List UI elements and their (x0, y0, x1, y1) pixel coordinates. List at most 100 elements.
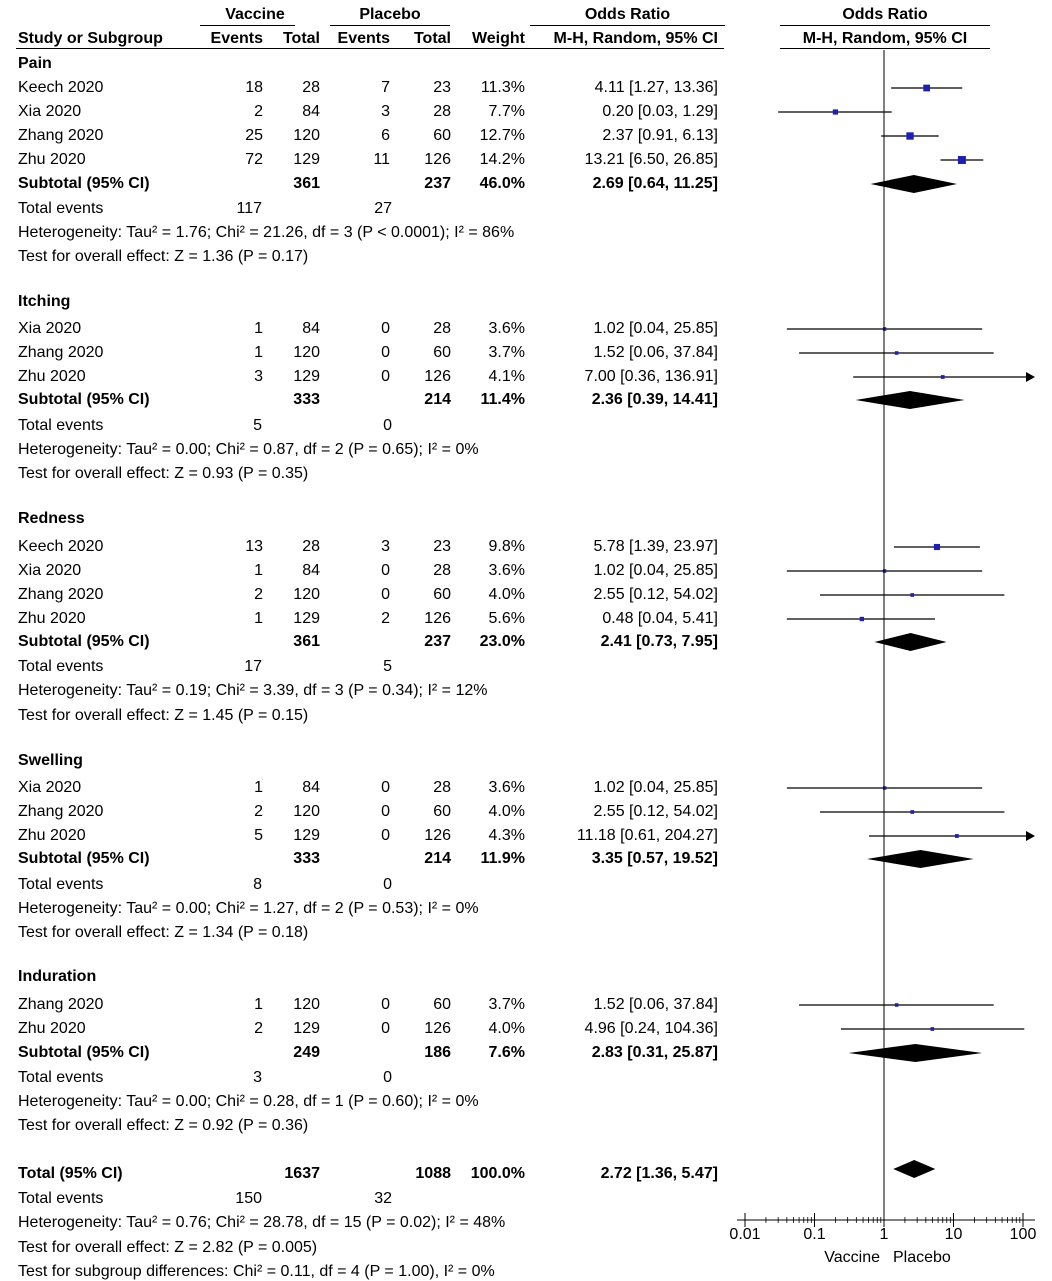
study-swelling-2-weight: 4.3% (488, 827, 525, 844)
study-swelling-0-total-placebo: 28 (433, 779, 451, 796)
total-events-vaccine: 150 (235, 1190, 262, 1207)
study-itching-1-events-vaccine: 1 (254, 344, 263, 361)
study-pain-0-point (923, 84, 931, 92)
header-events-vaccine: Events (210, 30, 263, 47)
x-tick-label-4: 100 (1009, 1226, 1037, 1243)
study-swelling-0-events-placebo: 0 (381, 779, 390, 796)
study-pain-2-odds-ratio: 2.37 [0.91, 6.13] (602, 127, 718, 144)
header-events-placebo: Events (337, 30, 390, 47)
heterogeneity-redness: Heterogeneity: Tau² = 0.19; Chi² = 3.39,… (18, 682, 488, 699)
study-redness-1-events-vaccine: 1 (254, 562, 263, 579)
study-redness-0-odds-ratio: 5.78 [1.39, 23.97] (593, 538, 718, 555)
study-itching-2-ci-arrow (1026, 372, 1035, 382)
study-pain-2-name: Zhang 2020 (18, 127, 104, 144)
total-events-placebo: 32 (374, 1190, 392, 1207)
total-events-swelling-placebo: 0 (383, 876, 392, 893)
subtotal-pain-total-vaccine: 361 (293, 175, 320, 192)
group-title-swelling: Swelling (18, 752, 83, 769)
study-itching-2-total-placebo: 126 (424, 368, 451, 385)
subtotal-itching-weight: 11.4% (480, 391, 525, 408)
study-redness-1-point (882, 569, 887, 573)
study-induration-0-name: Zhang 2020 (18, 996, 104, 1013)
total-events-label: Total events (18, 1190, 104, 1207)
subtotal-pain-label: Subtotal (95% CI) (18, 175, 150, 192)
study-redness-3-total-vaccine: 129 (293, 610, 320, 627)
study-pain-1-total-placebo: 28 (433, 103, 451, 120)
study-induration-1-odds-ratio: 4.96 [0.24, 104.36] (584, 1020, 718, 1037)
study-swelling-0-point (882, 786, 887, 790)
subtotal-itching-total-placebo: 214 (424, 391, 451, 408)
overall-effect-redness: Test for overall effect: Z = 1.45 (P = 0… (18, 707, 309, 724)
study-pain-3-total-vaccine: 129 (293, 151, 320, 168)
subtotal-redness-total-placebo: 237 (424, 633, 451, 650)
subtotal-induration-odds-ratio: 2.83 [0.31, 25.87] (591, 1044, 718, 1061)
study-pain-1-events-vaccine: 2 (254, 103, 263, 120)
study-itching-2-name: Zhu 2020 (18, 368, 86, 385)
study-swelling-2-total-vaccine: 129 (293, 827, 320, 844)
study-induration-0-events-placebo: 0 (381, 996, 390, 1013)
study-redness-0-name: Keech 2020 (18, 538, 104, 555)
study-pain-0-total-vaccine: 28 (302, 79, 320, 96)
study-itching-1-total-placebo: 60 (433, 344, 451, 361)
header-weight: Weight (471, 30, 525, 47)
study-swelling-0-total-vaccine: 84 (302, 779, 320, 796)
study-induration-1-total-vaccine: 129 (293, 1020, 320, 1037)
subtotal-redness-odds-ratio: 2.41 [0.73, 7.95] (600, 633, 718, 650)
study-itching-1-events-placebo: 0 (381, 344, 390, 361)
study-redness-3-weight: 5.6% (488, 610, 525, 627)
rule-header-table (16, 48, 724, 49)
subtotal-swelling-total-placebo: 214 (424, 850, 451, 867)
rule-odds-plot (780, 25, 990, 26)
study-swelling-2-total-placebo: 126 (424, 827, 451, 844)
study-itching-1-total-vaccine: 120 (293, 344, 320, 361)
header-odds-ratio-plot: Odds Ratio (842, 6, 928, 23)
study-pain-2-events-placebo: 6 (381, 127, 390, 144)
subtotal-pain-odds-ratio: 2.69 [0.64, 11.25] (592, 175, 718, 192)
rule-placebo (330, 25, 450, 26)
study-induration-1-events-placebo: 0 (381, 1020, 390, 1037)
study-itching-1-point (894, 351, 899, 355)
study-itching-2-weight: 4.1% (488, 368, 525, 385)
study-pain-2-point (906, 132, 914, 140)
study-swelling-0-odds-ratio: 1.02 [0.04, 25.85] (593, 779, 718, 796)
study-swelling-2-name: Zhu 2020 (18, 827, 86, 844)
study-pain-2-events-vaccine: 25 (245, 127, 263, 144)
group-title-redness: Redness (18, 510, 85, 527)
study-pain-0-events-vaccine: 18 (245, 79, 263, 96)
study-swelling-2-ci-arrow (1026, 831, 1035, 841)
study-induration-0-weight: 3.7% (488, 996, 525, 1013)
subtotal-redness-label: Subtotal (95% CI) (18, 633, 150, 650)
subtotal-pain-total-placebo: 237 (424, 175, 451, 192)
study-redness-1-total-vaccine: 84 (302, 562, 320, 579)
study-redness-3-odds-ratio: 0.48 [0.04, 5.41] (602, 610, 718, 627)
study-swelling-1-events-vaccine: 2 (254, 803, 263, 820)
subtotal-itching-diamond (855, 391, 965, 409)
study-pain-0-weight: 11.3% (480, 79, 525, 96)
x-tick-label-2: 1 (879, 1226, 889, 1243)
total-events-induration-placebo: 0 (383, 1069, 392, 1086)
study-redness-0-total-placebo: 23 (433, 538, 451, 555)
total-vaccine: 1637 (284, 1165, 320, 1182)
study-swelling-2-point (954, 834, 959, 838)
total-events-itching-label: Total events (18, 417, 104, 434)
study-pain-0-total-placebo: 23 (433, 79, 451, 96)
group-title-itching: Itching (18, 293, 71, 310)
study-swelling-0-events-vaccine: 1 (254, 779, 263, 796)
study-induration-0-point (894, 1003, 899, 1007)
total-events-induration-label: Total events (18, 1069, 104, 1086)
total-events-redness-vaccine: 17 (244, 658, 262, 675)
study-pain-3-events-vaccine: 72 (245, 151, 263, 168)
header-odds-ratio: Odds Ratio (584, 6, 671, 23)
study-pain-3-weight: 14.2% (479, 151, 525, 168)
study-swelling-1-odds-ratio: 2.55 [0.12, 54.02] (593, 803, 718, 820)
overall-effect-pain: Test for overall effect: Z = 1.36 (P = 0… (18, 248, 309, 265)
study-itching-2-events-vaccine: 3 (254, 368, 263, 385)
study-itching-0-weight: 3.6% (488, 320, 525, 337)
subtotal-swelling-diamond (867, 850, 974, 868)
study-redness-0-events-vaccine: 13 (245, 538, 263, 555)
study-induration-1-name: Zhu 2020 (18, 1020, 86, 1037)
heterogeneity-itching: Heterogeneity: Tau² = 0.00; Chi² = 0.87,… (18, 441, 479, 458)
header-method: M-H, Random, 95% CI (553, 30, 718, 47)
subtotal-induration-total-placebo: 186 (424, 1044, 451, 1061)
